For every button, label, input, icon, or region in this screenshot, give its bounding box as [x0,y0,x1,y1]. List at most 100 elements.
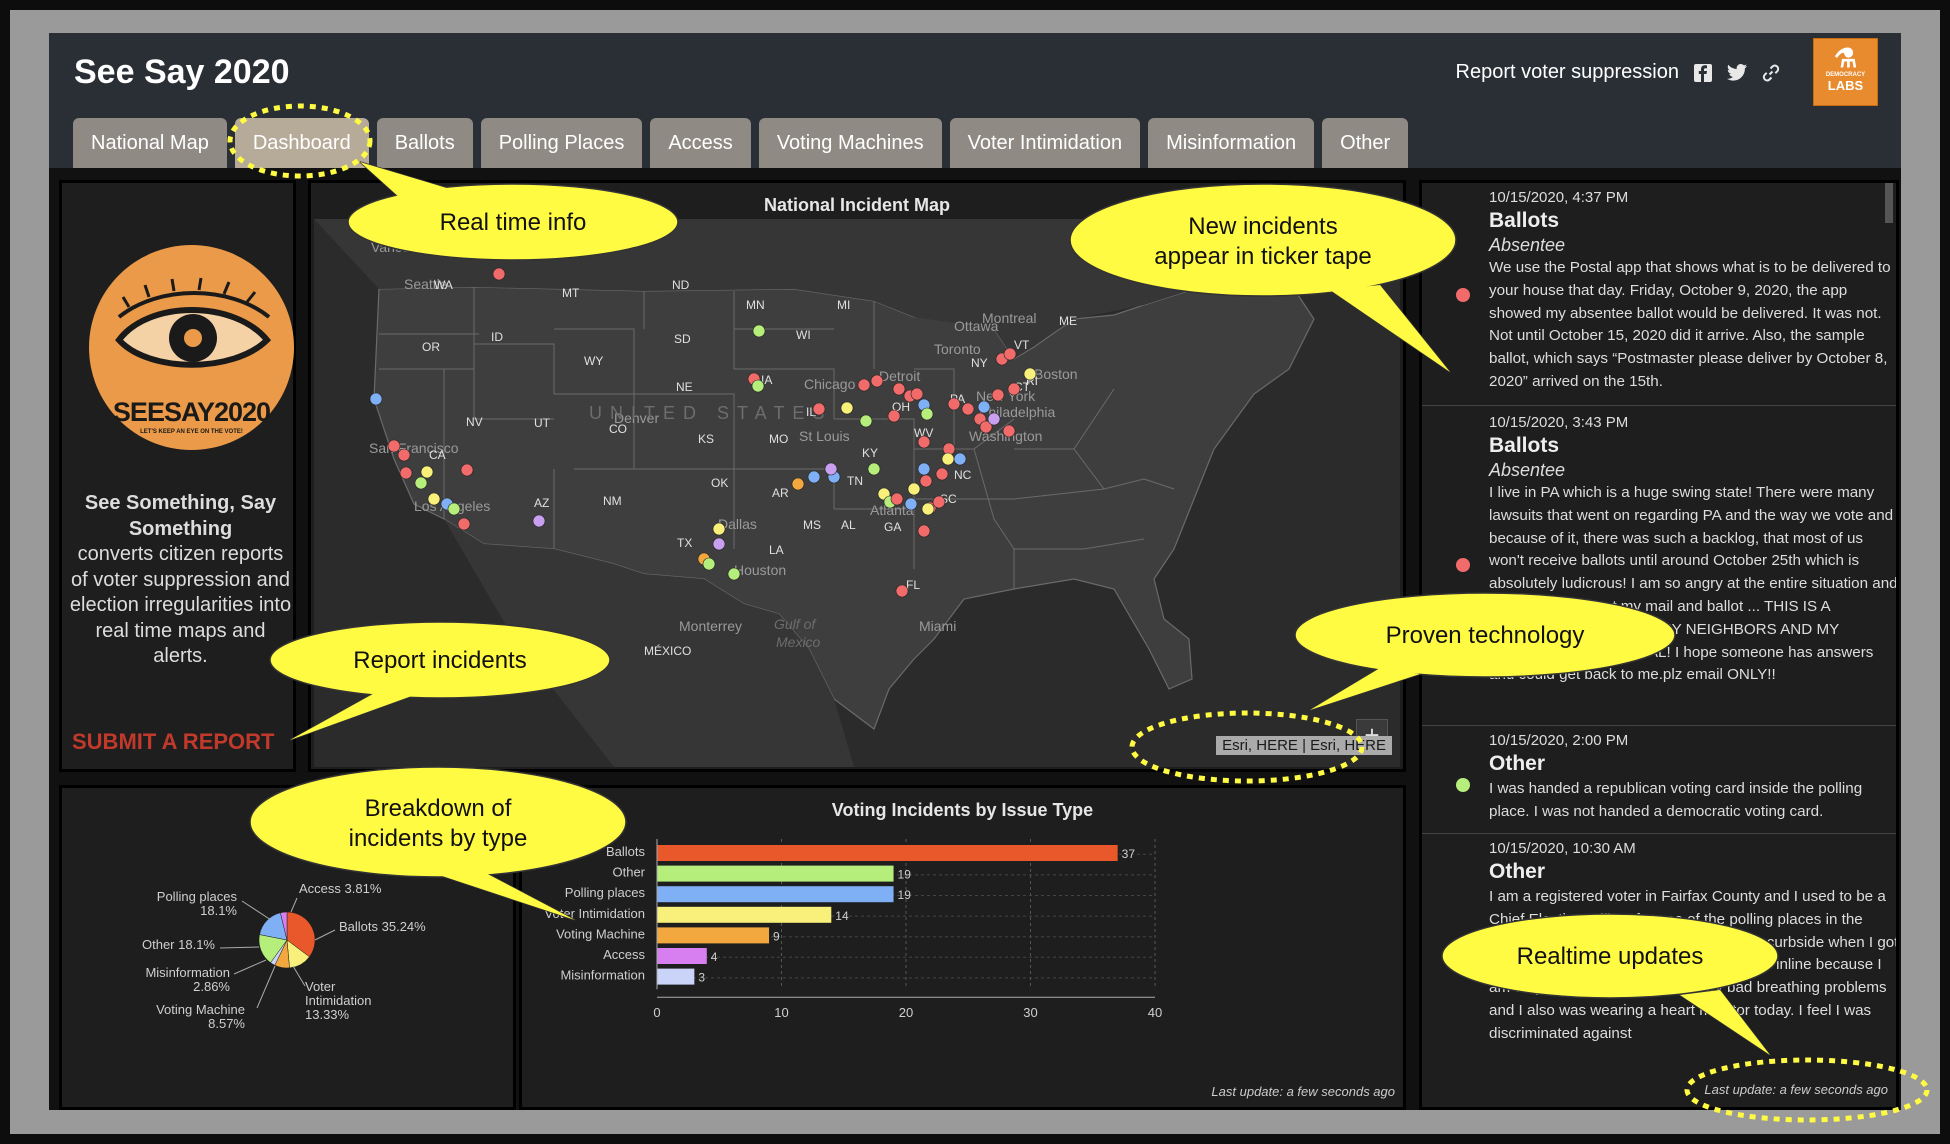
incident-marker[interactable] [867,462,881,476]
map-country-label: UNITED STATES [589,403,832,423]
tab-dashboard[interactable]: Dashboard [234,118,369,168]
bar[interactable] [657,906,832,923]
twitter-icon[interactable] [1727,63,1747,83]
pie-slice[interactable] [280,911,288,941]
incident-marker[interactable] [917,435,931,449]
incident-marker[interactable] [369,392,383,406]
pie-label: 18.1% [200,903,237,918]
incident-marker[interactable] [941,452,955,466]
pie-chart-panel: Access 3.81% Ballots 35.24% Voter Intimidat… [59,785,516,1110]
ticker-time: 10/15/2020, 4:37 PM [1489,189,1629,206]
incident-marker[interactable] [397,448,411,462]
tab-ballots[interactable]: Ballots [376,118,473,168]
incident-marker[interactable] [917,462,931,476]
incident-marker[interactable] [859,414,873,428]
ticker-item[interactable]: 10/15/2020, 10:30 AM Other I am a regist… [1422,834,1896,1079]
incident-marker[interactable] [712,522,726,536]
incident-marker[interactable] [921,502,935,516]
pie-leader-line [241,900,272,921]
logo-text: DEMOCRACY [1825,72,1866,78]
incident-marker[interactable] [857,378,871,392]
map-label: KY [862,446,878,460]
incident-marker[interactable] [751,379,765,393]
submit-report-link[interactable]: SUBMIT A REPORT [72,729,275,754]
incident-marker[interactable] [947,397,961,411]
incident-marker[interactable] [807,470,821,484]
incident-marker[interactable] [1023,367,1037,381]
ticker-item[interactable]: 10/15/2020, 3:43 PM Ballots Absentee I l… [1422,408,1896,726]
incident-marker[interactable] [1007,382,1021,396]
bar[interactable] [657,948,707,964]
incident-marker[interactable] [892,382,906,396]
incident-marker[interactable] [917,524,931,538]
tab-misinformation[interactable]: Misinformation [1148,118,1315,168]
incident-marker[interactable] [895,584,909,598]
map-gulf-label: Mexico [776,634,821,650]
incident-marker[interactable] [492,267,506,281]
incident-marker[interactable] [824,462,838,476]
democracy-labs-logo[interactable]: ⚗ DEMOCRACY LABS [1813,38,1878,106]
incident-marker[interactable] [935,467,949,481]
incident-marker[interactable] [907,482,921,496]
incident-map[interactable]: Vancouver Seattle WA MT ND MN OR ID WY SD WI MI Otta… [314,219,1400,767]
incident-marker[interactable] [727,567,741,581]
ticker-item[interactable]: 10/15/2020, 4:37 PM Ballots Absentee We … [1422,183,1896,406]
incident-marker[interactable] [712,537,726,551]
incident-marker[interactable] [791,477,805,491]
incident-marker[interactable] [953,452,967,466]
incident-marker[interactable] [887,409,901,423]
incident-marker[interactable] [890,492,904,506]
ticker-tape-panel[interactable]: 10/15/2020, 4:37 PM Ballots Absentee We … [1419,180,1899,1110]
incident-marker[interactable] [991,388,1005,402]
incident-marker[interactable] [460,463,474,477]
incident-marker[interactable] [702,557,716,571]
incident-marker[interactable] [752,324,766,338]
report-voter-suppression-link[interactable]: Report voter suppression [1455,61,1679,83]
incident-marker[interactable] [977,400,991,414]
tab-other[interactable]: Other [1322,118,1409,168]
ticker-item[interactable]: 10/15/2020, 2:00 PM Other I was handed a… [1422,726,1896,834]
ticker-scrollbar[interactable] [1885,183,1893,223]
incident-marker[interactable] [987,412,1001,426]
incident-marker[interactable] [387,439,401,453]
incident-marker[interactable] [840,401,854,415]
incident-marker[interactable] [1002,424,1016,438]
bar[interactable] [657,845,1118,861]
incident-marker[interactable] [414,476,428,490]
tab-voting-machines[interactable]: Voting Machines [758,118,942,168]
incident-marker[interactable] [427,492,441,506]
bar-category-label: Other [612,865,645,880]
incident-marker[interactable] [932,495,946,509]
incident-marker[interactable] [904,497,918,511]
tab-access[interactable]: Access [650,118,751,168]
tab-national-map[interactable]: National Map [73,118,227,168]
tab-polling-places[interactable]: Polling Places [480,118,643,168]
bar[interactable] [657,968,695,985]
incident-marker[interactable] [399,466,413,480]
link-icon[interactable] [1761,63,1781,83]
incident-marker[interactable] [919,474,933,488]
incident-marker[interactable] [420,465,434,479]
tab-voter-intimidation[interactable]: Voter Intimidation [949,118,1141,168]
incident-marker[interactable] [532,514,546,528]
facebook-icon[interactable] [1693,63,1713,83]
incident-marker[interactable] [457,517,471,531]
incident-marker[interactable] [447,502,461,516]
incident-marker[interactable] [961,402,975,416]
incident-marker[interactable] [979,420,993,434]
bar[interactable] [657,886,894,903]
bar[interactable] [657,927,770,944]
incident-marker[interactable] [910,387,924,401]
pie-chart[interactable]: Access 3.81% Ballots 35.24% VoterIntimidat… [62,788,513,1107]
bar-chart-panel: Voting Incidents by Issue Type Ballots 37… [519,785,1406,1110]
pie-slice[interactable] [286,911,316,958]
incident-marker[interactable] [1003,347,1017,361]
ticker-category: Other [1489,752,1546,775]
incident-marker[interactable] [920,407,934,421]
bar[interactable] [657,865,894,882]
incident-marker[interactable] [870,374,884,388]
incident-marker[interactable] [812,402,826,416]
map-gulf-label: Gulf of [774,616,817,632]
bar-chart[interactable]: Ballots 37 Other 19 Polling places 19 Voter In… [522,788,1403,1107]
